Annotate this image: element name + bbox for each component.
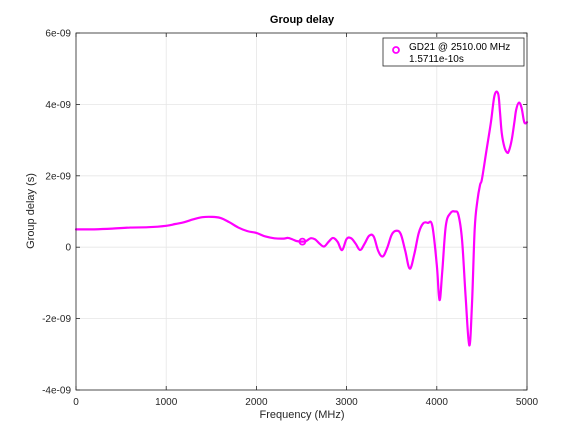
data-series <box>74 90 529 347</box>
x-tick-label: 4000 <box>426 397 449 408</box>
x-tick-label: 1000 <box>155 397 178 408</box>
plot-area[interactable] <box>76 33 527 390</box>
y-axis-label: Group delay (s) <box>25 173 37 249</box>
legend[interactable]: GD21 @ 2510.00 MHz 1.5711e-10s <box>382 37 525 67</box>
chart-title: Group delay <box>270 14 335 26</box>
y-tick-label: 2e-09 <box>45 171 71 182</box>
plot-frame <box>75 32 528 391</box>
y-tick-label: 4e-09 <box>45 100 71 111</box>
y-tick-label: 0 <box>65 243 71 254</box>
legend-label-line1: GD21 @ 2510.00 MHz <box>409 42 510 53</box>
x-tick-label: 2000 <box>245 397 268 408</box>
group-delay-line <box>74 90 529 347</box>
x-tick-label: 0 <box>73 397 79 408</box>
y-tick-label: -2e-09 <box>42 314 71 325</box>
legend-box <box>382 37 525 67</box>
axis-ticks: 0 1000 2000 3000 4000 5000 -4e-09 -2e-09 0 2e-09 4… <box>42 29 538 409</box>
x-axis-label: Frequency (MHz) <box>260 409 345 421</box>
x-tick-label: 3000 <box>335 397 358 408</box>
legend-label-line2: 1.5711e-10s <box>409 54 464 65</box>
legend-marker-icon <box>392 46 400 54</box>
x-tick-label: 5000 <box>516 397 539 408</box>
y-tick-label: 6e-09 <box>45 29 71 40</box>
marker-point[interactable] <box>298 237 307 246</box>
y-tick-label: -4e-09 <box>42 386 71 397</box>
